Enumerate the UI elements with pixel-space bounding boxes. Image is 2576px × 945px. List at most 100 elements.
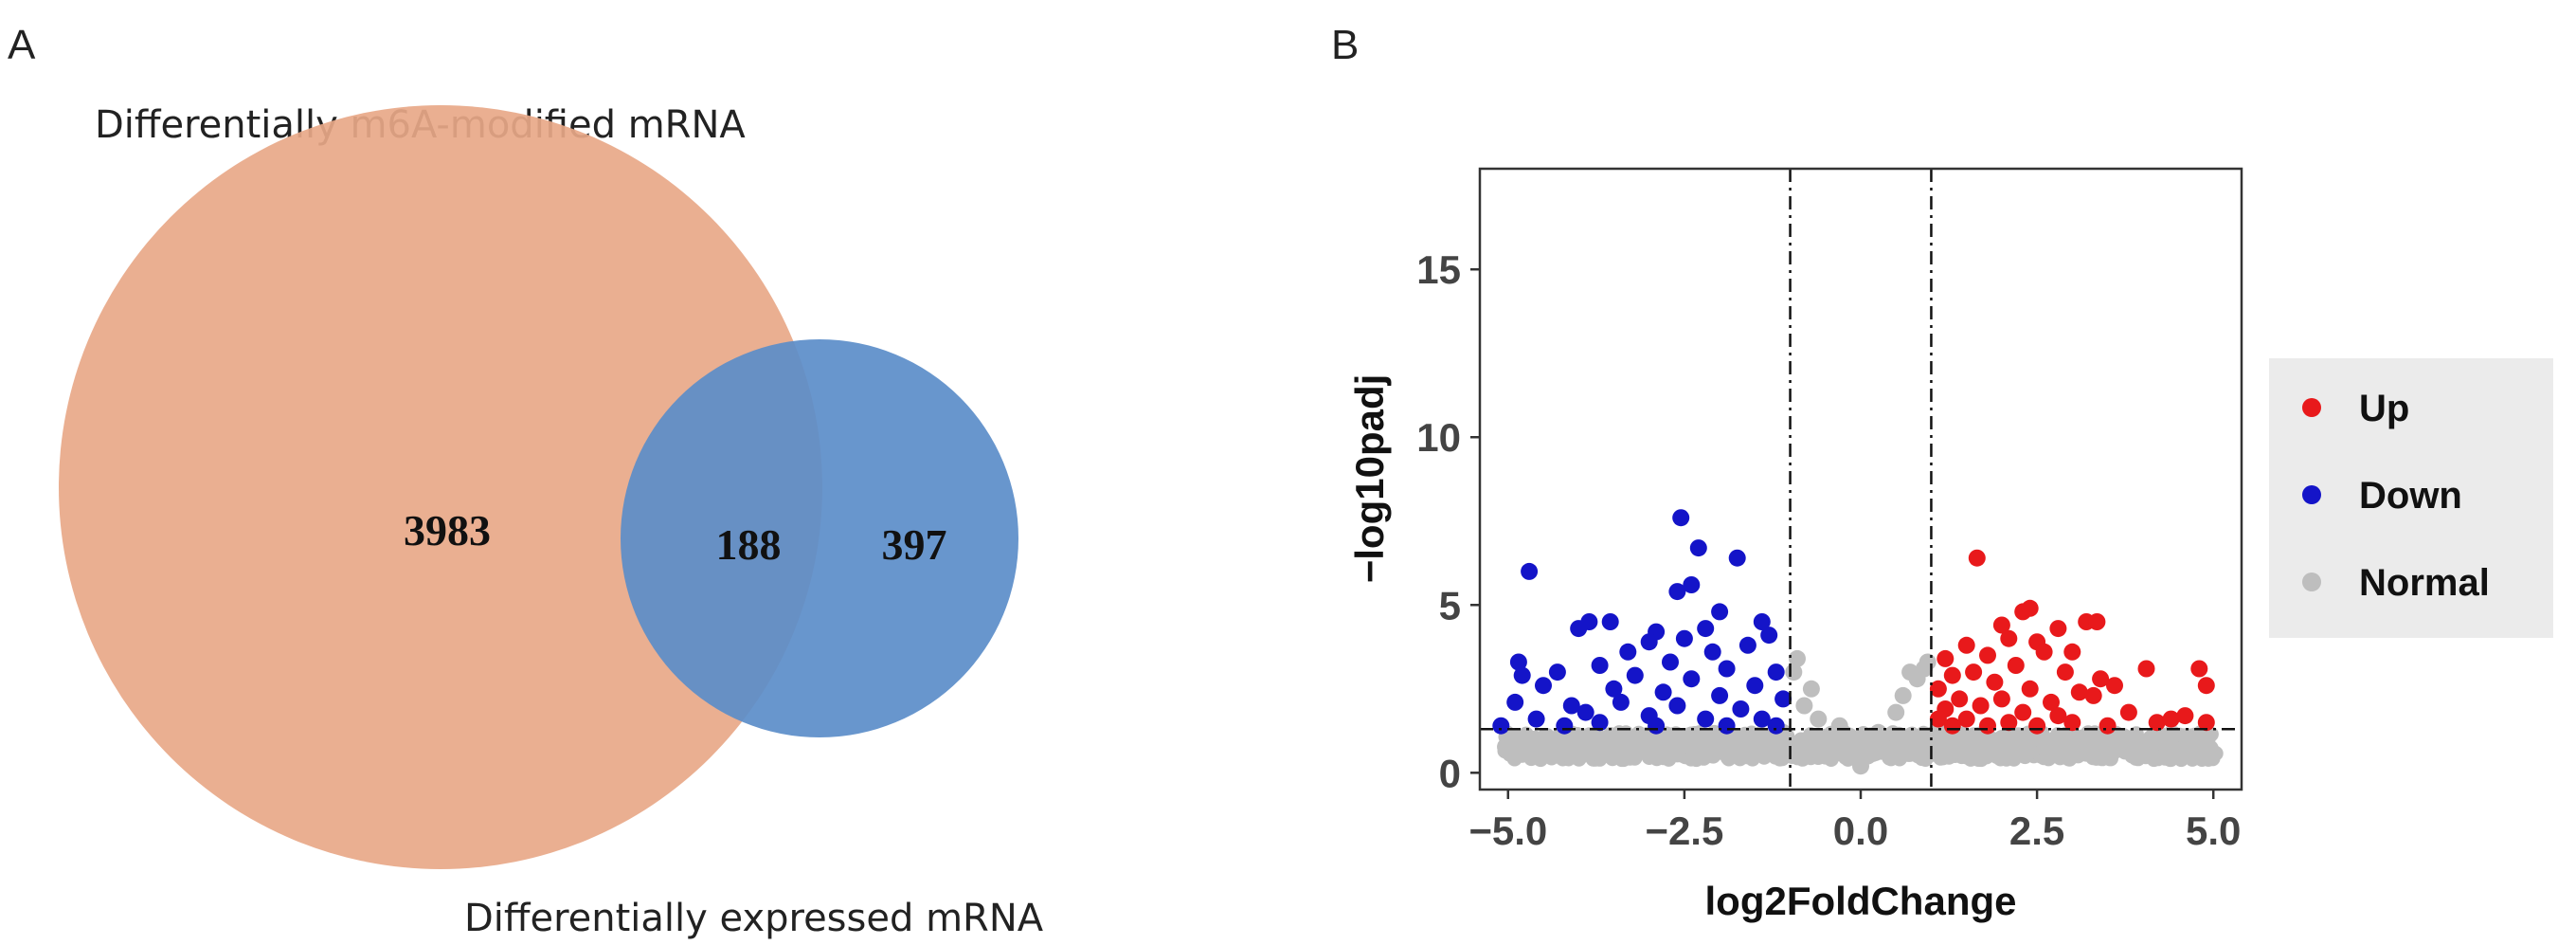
point-down xyxy=(1697,710,1715,728)
x-tick-label: −2.5 xyxy=(1645,809,1723,853)
venn-count-intersection: 188 xyxy=(716,520,782,569)
point-down xyxy=(1760,627,1778,645)
venn-count-a-only: 3983 xyxy=(404,506,491,554)
point-up xyxy=(1943,666,1961,684)
point-up xyxy=(1951,690,1969,708)
point-down xyxy=(1683,576,1701,593)
point-down xyxy=(1738,636,1756,654)
point-down xyxy=(1711,686,1729,704)
point-down xyxy=(1626,666,1644,684)
venn-set-b-label: Differentially expressed mRNA xyxy=(464,897,1044,940)
point-up xyxy=(2162,710,2180,728)
point-normal xyxy=(1887,703,1905,721)
point-normal-band xyxy=(1852,736,1868,752)
point-up xyxy=(2137,660,2155,678)
x-axis-title: log2FoldChange xyxy=(1705,879,2017,923)
point-up xyxy=(1943,717,1961,735)
point-down xyxy=(1535,677,1552,695)
legend-swatch-normal xyxy=(2302,572,2321,591)
point-up xyxy=(1979,717,1996,735)
point-normal-band xyxy=(1617,751,1632,767)
point-up xyxy=(2028,717,2046,735)
point-down xyxy=(1562,697,1580,715)
point-down xyxy=(1591,657,1609,674)
point-up xyxy=(2014,703,2032,721)
point-normal-band xyxy=(1619,732,1635,748)
point-normal xyxy=(1838,727,1856,745)
point-up xyxy=(2056,663,2074,681)
point-down xyxy=(1718,660,1736,678)
point-down xyxy=(1605,680,1623,698)
point-down xyxy=(1527,710,1545,728)
legend-swatch-up xyxy=(2302,398,2321,417)
point-normal xyxy=(1816,744,1834,762)
point-down xyxy=(1683,670,1701,688)
point-normal-band xyxy=(1905,731,1921,747)
point-up xyxy=(2021,680,2039,698)
point-down xyxy=(1570,620,1588,638)
point-down xyxy=(1675,629,1693,647)
point-normal-band xyxy=(1581,727,1597,743)
panel-label-b: B xyxy=(1331,22,1359,68)
point-normal xyxy=(1556,740,1574,758)
point-normal-band xyxy=(1999,729,2015,745)
point-normal-band xyxy=(2092,750,2108,766)
point-up xyxy=(1957,710,1975,728)
point-down xyxy=(1556,717,1574,735)
point-normal xyxy=(1697,734,1715,752)
point-up xyxy=(2070,683,2088,701)
point-normal xyxy=(1918,653,1937,671)
point-normal xyxy=(1605,734,1623,752)
x-tick-label: 0.0 xyxy=(1833,809,1888,853)
point-normal xyxy=(1738,727,1756,745)
point-up xyxy=(1979,646,1996,664)
point-up xyxy=(1957,636,1975,654)
point-normal-band xyxy=(1571,737,1587,754)
point-normal xyxy=(1810,710,1828,728)
point-down xyxy=(1668,697,1686,715)
point-normal-band xyxy=(1508,743,1524,759)
point-normal-band xyxy=(1925,746,1941,762)
scatter-points xyxy=(1492,509,2224,775)
point-up xyxy=(2084,686,2102,704)
point-normal xyxy=(1802,680,1820,698)
point-down xyxy=(1767,717,1785,735)
point-up xyxy=(2176,707,2194,725)
point-up xyxy=(2035,643,2053,661)
point-normal-band xyxy=(1753,741,1769,757)
point-normal xyxy=(1795,697,1813,715)
point-down xyxy=(1648,717,1666,735)
point-normal xyxy=(1965,727,1983,745)
y-tick-label: 15 xyxy=(1416,247,1461,292)
x-tick-label: 2.5 xyxy=(2009,809,2064,853)
point-down xyxy=(1506,693,1524,711)
point-normal xyxy=(1869,723,1887,741)
point-down xyxy=(1753,613,1771,630)
point-up xyxy=(2063,643,2081,661)
point-up xyxy=(1929,710,1947,728)
point-normal-band xyxy=(2201,751,2216,767)
point-down xyxy=(1689,539,1707,557)
point-down xyxy=(1774,690,1792,708)
y-axis: 0 5 10 15 xyxy=(1416,247,1480,795)
point-down xyxy=(1601,613,1619,630)
venn-circle-b xyxy=(621,339,1018,737)
point-up xyxy=(2197,714,2215,732)
point-down xyxy=(1619,643,1637,661)
point-normal-band xyxy=(1685,744,1702,760)
point-up xyxy=(2043,693,2060,711)
point-normal xyxy=(2014,730,2032,748)
y-tick-label: 10 xyxy=(1416,415,1461,460)
point-up xyxy=(2190,660,2208,678)
point-normal xyxy=(1894,686,1912,704)
point-down xyxy=(1746,677,1764,695)
point-normal-band xyxy=(2130,751,2146,767)
point-normal xyxy=(1785,663,1803,681)
point-down xyxy=(1703,643,1721,661)
point-up xyxy=(2106,677,2123,695)
point-normal-band xyxy=(1789,741,1805,757)
venn-count-b-only: 397 xyxy=(882,520,947,569)
y-tick-label: 5 xyxy=(1439,583,1461,627)
point-normal-band xyxy=(1678,733,1694,749)
point-up xyxy=(2000,629,2018,647)
